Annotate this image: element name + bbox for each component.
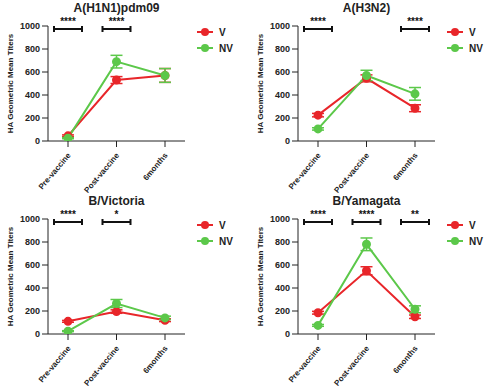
svg-text:1000: 1000 <box>270 214 290 224</box>
svg-text:400: 400 <box>275 283 290 293</box>
svg-text:1000: 1000 <box>20 214 40 224</box>
svg-text:****: **** <box>407 16 423 27</box>
svg-text:****: **** <box>310 16 326 27</box>
svg-text:1000: 1000 <box>20 21 40 31</box>
svg-text:A(H1N1)pdm09: A(H1N1)pdm09 <box>73 1 159 15</box>
svg-text:****: **** <box>60 209 76 220</box>
svg-text:V: V <box>469 27 476 38</box>
svg-text:6months: 6months <box>141 344 170 376</box>
svg-text:****: **** <box>109 16 125 27</box>
svg-text:HA Geometric Mean Titers: HA Geometric Mean Titers <box>8 33 15 133</box>
svg-text:0: 0 <box>285 329 290 339</box>
svg-text:Post-vaccine: Post-vaccine <box>82 344 121 386</box>
svg-text:800: 800 <box>275 237 290 247</box>
svg-text:Pre-vaccine: Pre-vaccine <box>287 151 323 192</box>
svg-text:600: 600 <box>25 67 40 77</box>
svg-text:Pre-vaccine: Pre-vaccine <box>37 344 73 385</box>
svg-text:200: 200 <box>25 113 40 123</box>
svg-text:B/Victoria: B/Victoria <box>89 194 145 208</box>
svg-text:6months: 6months <box>391 151 420 183</box>
svg-text:*: * <box>115 209 119 220</box>
svg-text:0: 0 <box>35 329 40 339</box>
svg-text:Post-vaccine: Post-vaccine <box>82 151 121 193</box>
svg-text:600: 600 <box>275 67 290 77</box>
svg-text:800: 800 <box>275 44 290 54</box>
svg-text:200: 200 <box>275 113 290 123</box>
svg-text:800: 800 <box>25 44 40 54</box>
svg-text:600: 600 <box>25 260 40 270</box>
svg-text:0: 0 <box>35 136 40 146</box>
svg-text:0: 0 <box>285 136 290 146</box>
svg-text:**: ** <box>411 209 419 220</box>
svg-text:HA Geometric Mean Titers: HA Geometric Mean Titers <box>256 33 265 133</box>
svg-text:Post-vaccine: Post-vaccine <box>332 344 371 386</box>
svg-text:HA Geometric Mean Titers: HA Geometric Mean Titers <box>8 226 15 326</box>
svg-text:600: 600 <box>275 260 290 270</box>
svg-text:200: 200 <box>275 306 290 316</box>
svg-text:800: 800 <box>25 237 40 247</box>
svg-text:400: 400 <box>25 283 40 293</box>
svg-text:****: **** <box>359 209 375 220</box>
svg-text:6months: 6months <box>141 151 170 183</box>
svg-text:Post-vaccine: Post-vaccine <box>332 151 371 193</box>
svg-text:NV: NV <box>469 236 483 247</box>
svg-text:NV: NV <box>219 43 233 54</box>
svg-text:A(H3N2): A(H3N2) <box>343 1 390 15</box>
svg-text:400: 400 <box>275 90 290 100</box>
svg-text:****: **** <box>310 209 326 220</box>
svg-text:HA Geometric Mean Titers: HA Geometric Mean Titers <box>256 226 265 326</box>
svg-text:400: 400 <box>25 90 40 100</box>
svg-text:****: **** <box>60 16 76 27</box>
svg-text:V: V <box>469 220 476 231</box>
svg-text:1000: 1000 <box>270 21 290 31</box>
svg-text:B/Yamagata: B/Yamagata <box>332 194 400 208</box>
svg-text:NV: NV <box>469 43 483 54</box>
svg-text:Pre-vaccine: Pre-vaccine <box>37 151 73 192</box>
svg-text:200: 200 <box>25 306 40 316</box>
svg-text:Pre-vaccine: Pre-vaccine <box>287 344 323 385</box>
svg-text:NV: NV <box>219 236 233 247</box>
svg-text:6months: 6months <box>391 344 420 376</box>
svg-text:V: V <box>219 220 226 231</box>
svg-text:V: V <box>219 27 226 38</box>
